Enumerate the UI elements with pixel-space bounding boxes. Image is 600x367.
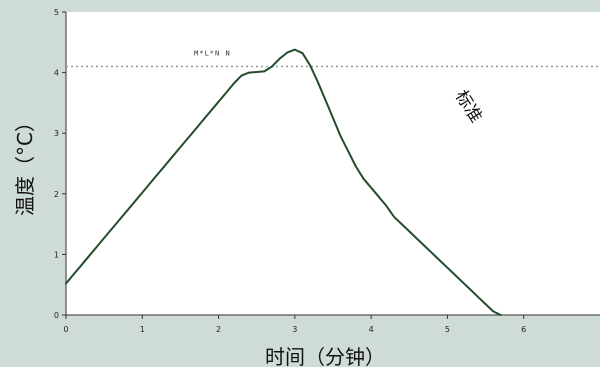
x-tick-label: 1 — [140, 325, 145, 334]
x-tick-label: 3 — [292, 325, 297, 334]
y-tick-label: 4 — [54, 69, 59, 78]
x-axis-title: 时间（分钟） — [265, 345, 385, 367]
x-tick-label: 2 — [216, 325, 221, 334]
series-line — [65, 48, 502, 316]
x-tick-label: 6 — [521, 325, 526, 334]
y-tick-label: 0 — [54, 311, 59, 320]
x-tick-label: 5 — [445, 325, 450, 334]
y-tick-label: 5 — [54, 8, 59, 17]
y-tick-label: 2 — [54, 190, 59, 199]
y-tick-label: 3 — [54, 129, 59, 138]
x-tick-label: 0 — [63, 325, 68, 334]
x-tick-label: 4 — [369, 325, 374, 334]
reference-line-label: M*L*N N — [194, 50, 231, 58]
y-tick-label: 1 — [54, 250, 59, 259]
plot-area — [66, 12, 600, 315]
y-axis-title: 温度（°C） — [13, 112, 37, 216]
